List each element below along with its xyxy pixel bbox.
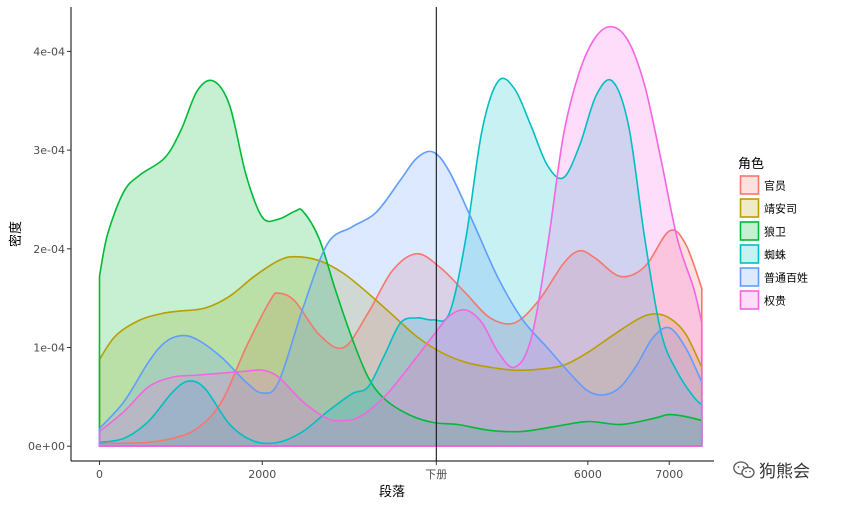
- y-tick-label: 1e-04: [33, 342, 65, 355]
- legend-title: 角色: [738, 156, 764, 172]
- y-tick-label: 2e-04: [33, 243, 65, 256]
- legend-label: 权贵: [764, 295, 786, 308]
- density-area-3: [99, 78, 702, 447]
- legend-label: 狼卫: [764, 225, 786, 239]
- x-axis-title: 段落: [379, 485, 405, 500]
- density-line-2: [98, 79, 703, 447]
- wechat-icon: [733, 460, 755, 478]
- legend-key: [739, 198, 760, 218]
- y-axis-ticks: 0e+00 1e-04 2e-04 3e-04 4e-04: [28, 45, 71, 453]
- legend-key: [739, 175, 760, 195]
- legend-key: [739, 221, 760, 241]
- density-lines: [98, 25, 703, 447]
- density-areas: [99, 26, 702, 447]
- density-line-5: [98, 25, 703, 447]
- density-area-4: [99, 151, 702, 447]
- y-tick-label: 0e+00: [28, 440, 65, 453]
- x-tick-label: 2000: [248, 468, 276, 481]
- watermark: 狗熊会: [733, 457, 810, 482]
- legend-key: [739, 290, 760, 310]
- legend-key: [739, 267, 760, 287]
- x-tick-label: 6000: [574, 468, 602, 481]
- density-area-2: [99, 80, 702, 447]
- legend-label: 靖安司: [764, 202, 797, 216]
- y-axis-title: 密度: [8, 221, 24, 247]
- density-area-5: [99, 26, 702, 447]
- legend-key: [739, 244, 760, 264]
- density-line-1: [98, 255, 703, 447]
- density-line-0: [98, 229, 703, 447]
- y-tick-label: 3e-04: [33, 144, 65, 157]
- x-tick-label: 7000: [655, 468, 683, 481]
- x-tick-label: 0: [96, 468, 103, 481]
- legend-label: 普通百姓: [764, 271, 808, 285]
- watermark-text: 狗熊会: [759, 462, 810, 482]
- legend-label: 蜘蛛: [764, 248, 786, 262]
- density-line-3: [98, 77, 703, 447]
- legend-label: 官员: [764, 179, 786, 193]
- density-line-4: [98, 150, 703, 447]
- y-tick-label: 4e-04: [33, 45, 65, 58]
- density-area-1: [99, 256, 702, 447]
- density-area-0: [99, 230, 702, 447]
- x-tick-label: 下册: [425, 468, 447, 481]
- x-axis-ticks: 0 2000 下册 6000 7000: [96, 461, 683, 481]
